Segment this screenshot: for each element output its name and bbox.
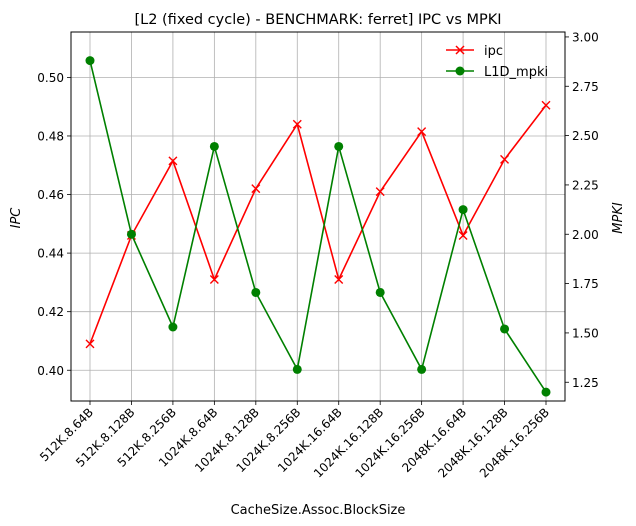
y-axis-left-label: IPC [9,207,24,229]
ipc-point [334,274,344,284]
y-left-tick-label: 0.40 [37,364,64,378]
y-left-tick-label: 0.46 [37,188,64,202]
y-right-tick-label: 1.50 [572,326,599,340]
l1d-mpki-point [375,287,385,297]
y-axis-right-label: MPKI [611,202,626,234]
ipc-point [541,100,551,110]
y-left-tick-label: 0.42 [37,305,64,319]
ipc-point [251,184,261,194]
grid [71,32,565,401]
l1d-mpki-point [209,141,219,151]
y-right-tick-label: 1.25 [572,376,599,390]
l1d-mpki-series-line [89,60,547,393]
chart-title: [L2 (fixed cycle) - BENCHMARK: ferret] I… [134,12,501,28]
l1d-mpki-point [292,364,302,374]
ipc-point [375,187,385,197]
ipc-point [458,231,468,241]
y-left-tick-label: 0.50 [37,71,64,85]
l1d-mpki-point [500,324,510,334]
ipc-point [85,339,95,349]
l1d-mpki-point [417,364,427,374]
y-right-tick-label: 2.00 [572,228,599,242]
y-right-tick-label: 2.25 [572,178,599,192]
y-right-tick-label: 2.75 [572,80,599,94]
y-right-tick-label: 3.00 [572,30,599,44]
y-left-tick-label: 0.44 [37,247,64,261]
ipc-point [417,127,427,137]
l1d-mpki-point [541,387,551,397]
l1d-mpki-point [168,322,178,332]
l1d-mpki-point [334,141,344,151]
ipc-series-line [89,104,547,345]
legend-ipc-label: ipc [484,44,503,59]
legend: ipc L1D_mpki [446,44,548,80]
l1d-mpki-point [251,287,261,297]
series-layer [85,56,551,397]
ipc-point [209,274,219,284]
ipc-point [500,154,510,164]
l1d-mpki-point [126,229,136,239]
l1d-mpki-point [85,56,95,66]
ipc-point [292,119,302,129]
x-axis-label: CacheSize.Assoc.BlockSize [231,503,406,518]
y-left-tick-label: 0.48 [37,129,64,143]
l1d-mpki-point [458,205,468,215]
legend-mpki-label: L1D_mpki [484,65,548,80]
legend-ipc-marker [455,45,465,55]
plot-frame [70,31,566,402]
ipc-point [168,156,178,166]
legend-mpki-marker [455,66,465,76]
y-right-tick-label: 1.75 [572,277,599,291]
y-right-tick-label: 2.50 [572,129,599,143]
